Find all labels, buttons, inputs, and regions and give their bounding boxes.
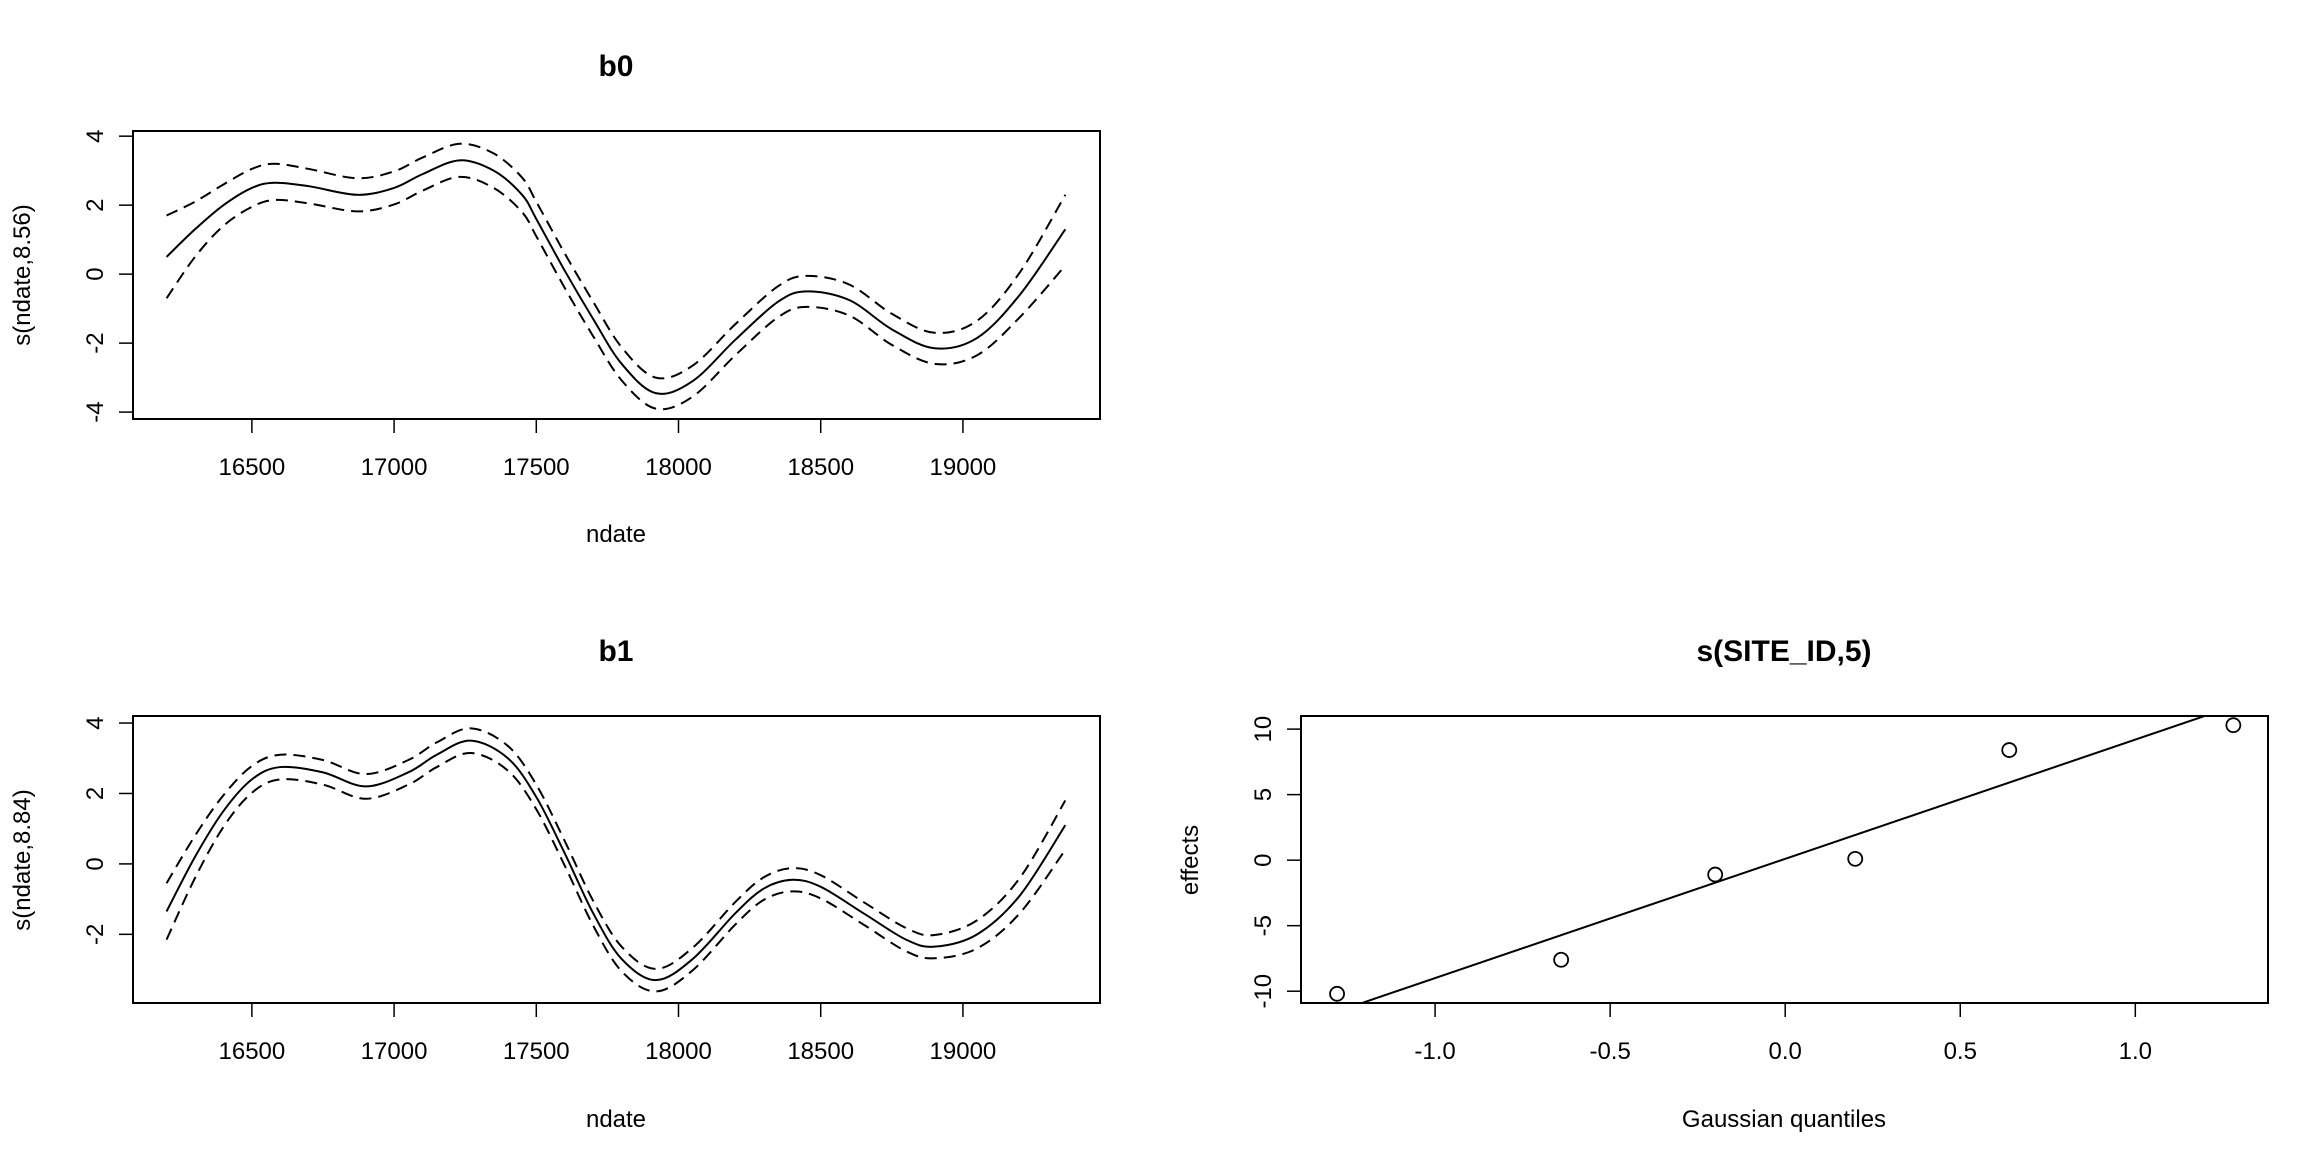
y-axis-label: effects xyxy=(1177,825,1204,895)
data-point xyxy=(1707,866,1724,883)
x-tick-label: 19000 xyxy=(930,1038,997,1065)
panel-b0: b0 ndate s(ndate,8.56) 16500 17000 17500 18… xyxy=(9,50,1101,548)
data-point xyxy=(1329,985,1345,1002)
x-tick-label: 18500 xyxy=(787,1038,854,1065)
data-point xyxy=(1553,951,1570,968)
x-tick-label: 17500 xyxy=(503,1038,570,1065)
x-tick-label: 0.5 xyxy=(1944,1038,1977,1065)
x-tick-label: -1.0 xyxy=(1414,1038,1455,1065)
panel-title: s(SITE_ID,5) xyxy=(1696,635,1871,668)
x-tick-label: 19000 xyxy=(930,454,997,481)
y-tick-label: 2 xyxy=(82,787,109,800)
panel-title: b1 xyxy=(598,635,633,668)
panel-site-id: s(SITE_ID,5) Gaussian quantiles effects … xyxy=(1177,635,2269,1133)
x-tick-label: -0.5 xyxy=(1589,1038,1630,1065)
data-point xyxy=(2001,742,2018,758)
x-tick-label: 17000 xyxy=(361,454,428,481)
y-tick-label: -2 xyxy=(82,332,109,353)
upper-ci-line xyxy=(166,142,1067,380)
x-tick-label: 18000 xyxy=(645,454,712,481)
x-tick-label: 16500 xyxy=(219,1038,286,1065)
y-axis-label: s(ndate,8.84) xyxy=(9,789,36,930)
x-tick-label: 1.0 xyxy=(2119,1038,2152,1065)
y-tick-label: 10 xyxy=(1250,716,1277,743)
lower-ci-line xyxy=(165,175,1067,411)
fit-line xyxy=(165,739,1067,982)
plot-frame xyxy=(132,715,1101,1004)
panel-title: b0 xyxy=(598,50,633,83)
x-axis-label: Gaussian quantiles xyxy=(1682,1106,1886,1133)
x-tick-label: 17500 xyxy=(503,454,570,481)
x-axis-label: ndate xyxy=(586,521,646,548)
y-tick-label: -10 xyxy=(1250,974,1277,1009)
y-tick-label: 0 xyxy=(82,857,109,870)
upper-ci-line xyxy=(165,727,1067,970)
plot-frame xyxy=(132,130,1101,420)
data-point xyxy=(1847,850,1864,867)
y-tick-label: -2 xyxy=(82,924,109,945)
qq-reference-line xyxy=(1358,716,2208,1003)
y-tick-label: 4 xyxy=(82,129,109,142)
lower-ci-line xyxy=(165,751,1067,993)
x-tick-label: 18000 xyxy=(645,1038,712,1065)
y-tick-label: 4 xyxy=(82,716,109,729)
x-axis-label: ndate xyxy=(586,1106,646,1133)
panel-b1: b1 ndate s(ndate,8.84) 16500 17000 17500 18… xyxy=(9,635,1101,1133)
y-axis-label: s(ndate,8.56) xyxy=(9,204,36,345)
x-tick-label: 16500 xyxy=(219,454,286,481)
x-tick-label: 17000 xyxy=(361,1038,428,1065)
y-tick-label: 0 xyxy=(82,267,109,280)
fit-line xyxy=(165,159,1067,395)
x-tick-label: 18500 xyxy=(787,454,854,481)
y-tick-label: -5 xyxy=(1250,915,1277,936)
data-point xyxy=(2225,717,2242,734)
y-tick-label: -4 xyxy=(82,401,109,422)
x-tick-label: 0.0 xyxy=(1769,1038,1802,1065)
y-tick-label: 2 xyxy=(82,198,109,211)
y-tick-label: 5 xyxy=(1250,788,1277,801)
y-tick-label: 0 xyxy=(1250,853,1277,866)
